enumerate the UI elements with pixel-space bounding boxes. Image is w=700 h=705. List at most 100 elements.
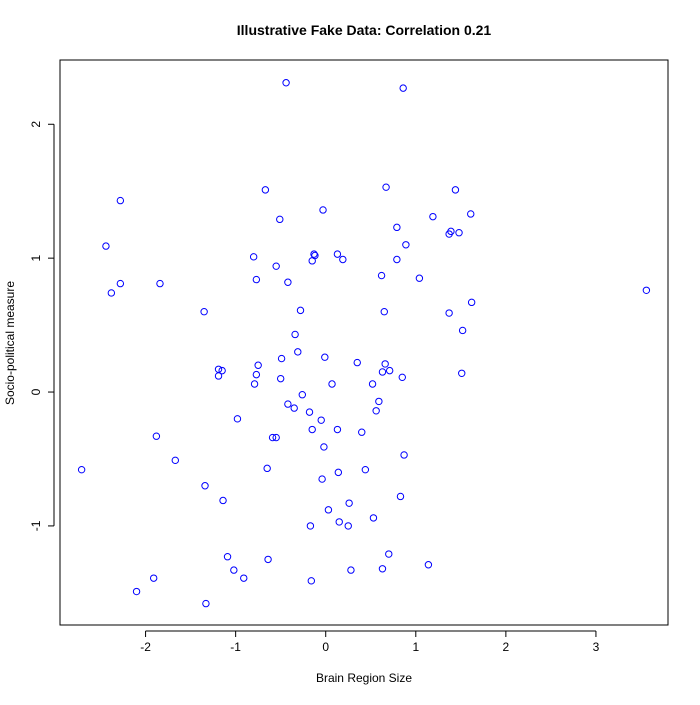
data-point xyxy=(305,408,314,416)
data-point xyxy=(381,360,389,368)
data-point xyxy=(107,289,116,297)
data-point xyxy=(272,433,280,442)
data-point xyxy=(249,253,258,261)
y-tick-label: 0 xyxy=(29,388,43,395)
x-axis-label: Brain Region Size xyxy=(316,671,412,685)
data-point xyxy=(298,391,306,399)
data-point xyxy=(458,326,467,335)
plot-frame xyxy=(59,59,669,626)
data-point xyxy=(328,380,336,388)
data-point xyxy=(372,407,380,415)
data-point xyxy=(378,565,387,573)
data-point xyxy=(310,250,318,258)
data-point xyxy=(152,432,161,440)
data-point xyxy=(642,286,651,294)
data-point xyxy=(385,366,394,375)
data-point xyxy=(424,561,433,569)
data-point xyxy=(156,279,164,288)
data-point xyxy=(344,522,352,530)
data-point xyxy=(458,369,466,377)
data-point xyxy=(201,482,209,490)
data-point xyxy=(339,255,347,264)
data-point xyxy=(291,330,299,339)
data-point xyxy=(294,348,302,356)
data-point xyxy=(149,574,158,582)
data-point xyxy=(347,566,355,574)
data-point xyxy=(375,397,383,406)
data-point xyxy=(368,380,377,388)
data-point xyxy=(296,306,305,315)
y-axis: -1 0 1 2 xyxy=(29,121,55,531)
data-point xyxy=(307,577,316,585)
data-point xyxy=(116,196,125,205)
data-point xyxy=(334,468,343,477)
data-point xyxy=(219,496,227,505)
x-tick-label: 2 xyxy=(503,640,510,654)
data-point xyxy=(447,227,455,236)
data-point xyxy=(429,212,437,221)
data-point xyxy=(321,353,329,361)
data-point xyxy=(399,84,407,92)
data-point xyxy=(250,380,259,388)
data-point xyxy=(393,255,401,264)
data-point xyxy=(282,79,290,87)
data-point xyxy=(276,215,284,224)
y-tick-label: -1 xyxy=(29,520,43,531)
data-point xyxy=(223,553,232,561)
data-point xyxy=(402,241,410,249)
data-point xyxy=(345,499,353,507)
data-point xyxy=(290,404,298,412)
x-tick-label: -2 xyxy=(140,640,151,654)
data-point xyxy=(284,278,292,286)
x-axis: -2 -1 0 1 2 3 xyxy=(140,630,600,654)
data-point xyxy=(385,550,393,558)
data-point xyxy=(171,456,179,465)
data-point xyxy=(361,465,370,474)
data-point xyxy=(252,370,261,379)
data-point xyxy=(308,425,316,434)
data-point xyxy=(400,451,408,459)
data-point xyxy=(398,373,406,382)
data-point xyxy=(318,475,326,483)
data-point xyxy=(263,464,271,473)
data-point xyxy=(252,275,261,284)
data-point xyxy=(320,443,328,451)
x-tick-label: 1 xyxy=(412,640,419,654)
data-point xyxy=(380,308,388,316)
y-tick-label: 1 xyxy=(29,254,43,261)
data-point xyxy=(378,368,387,376)
data-point xyxy=(214,372,223,380)
data-point xyxy=(200,308,208,316)
data-point xyxy=(254,361,262,369)
data-point xyxy=(319,206,327,214)
data-point xyxy=(272,262,280,270)
data-point xyxy=(77,465,86,474)
data-point xyxy=(261,186,270,194)
data-point xyxy=(455,229,463,237)
data-point xyxy=(277,354,286,363)
data-point xyxy=(102,242,110,250)
data-point xyxy=(369,514,378,522)
data-point xyxy=(358,428,366,436)
data-point xyxy=(218,366,226,375)
data-point xyxy=(415,274,424,282)
data-point xyxy=(132,587,141,596)
data-point xyxy=(264,555,272,564)
data-point xyxy=(377,271,386,280)
data-point xyxy=(324,506,333,514)
data-point xyxy=(233,415,242,423)
data-points xyxy=(77,79,651,608)
data-point xyxy=(335,518,343,526)
data-point xyxy=(451,186,460,194)
data-point xyxy=(202,599,210,608)
data-point xyxy=(306,522,315,530)
data-point xyxy=(284,400,292,408)
x-tick-label: -1 xyxy=(230,640,241,654)
data-point xyxy=(396,492,405,501)
x-tick-label: 0 xyxy=(322,640,329,654)
y-tick-label: 2 xyxy=(29,121,43,128)
data-point xyxy=(333,425,342,434)
data-point xyxy=(467,298,476,307)
